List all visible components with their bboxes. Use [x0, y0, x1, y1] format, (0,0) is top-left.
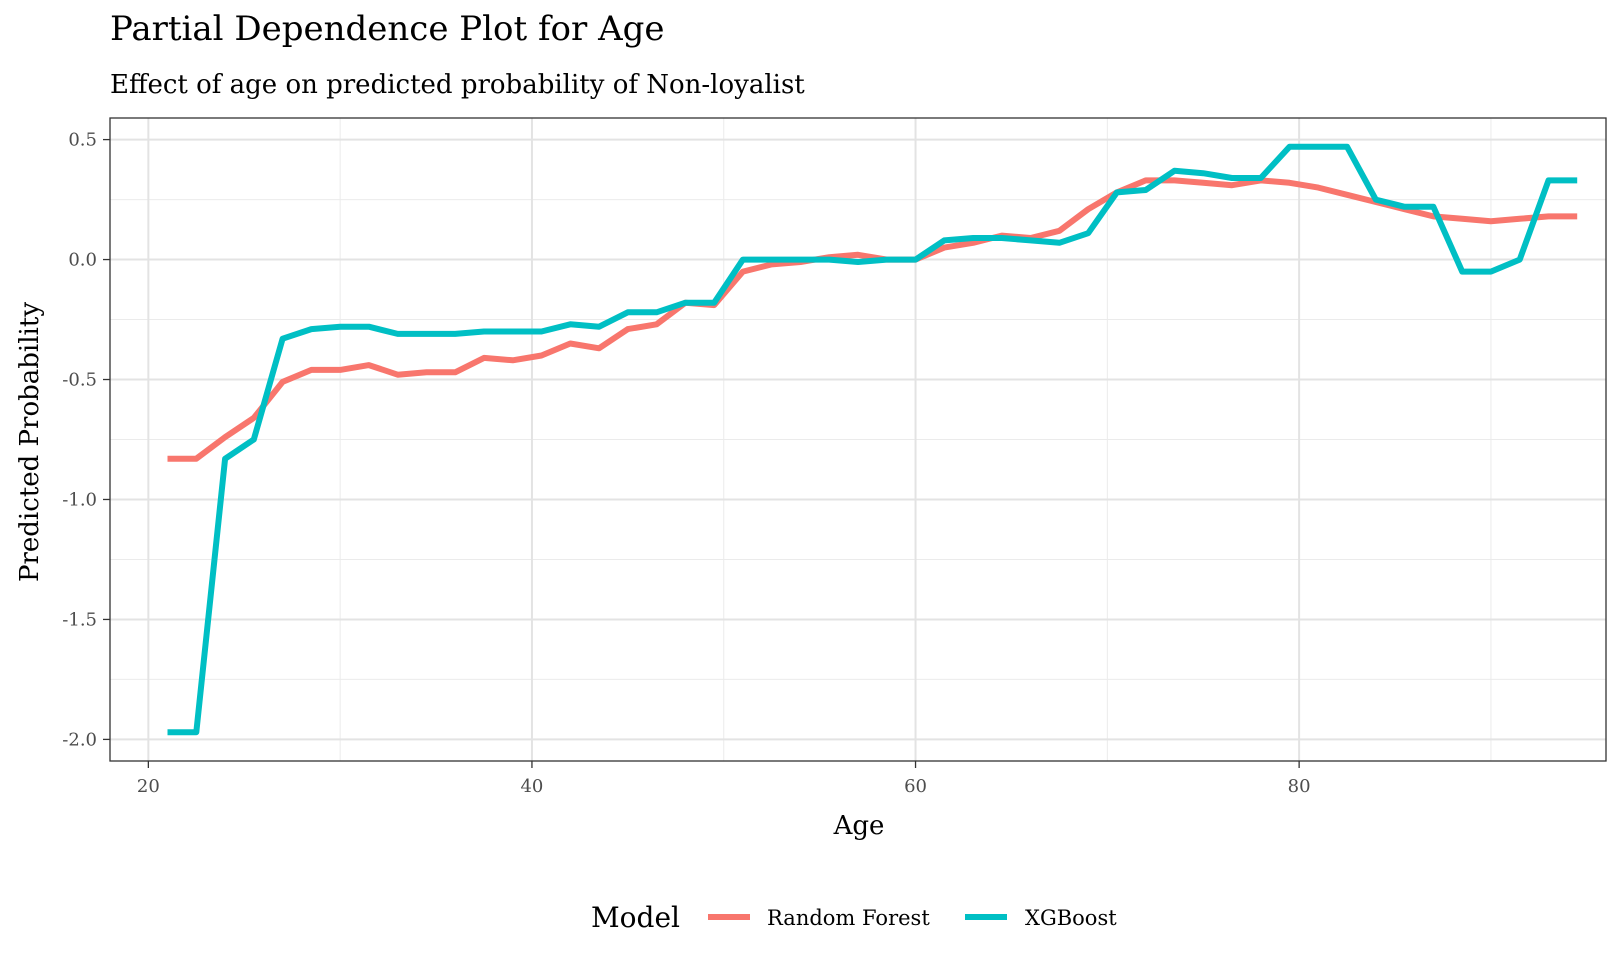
y-axis-title: Predicted Probability	[15, 302, 45, 582]
x-tick-label: 80	[1288, 776, 1311, 797]
series-line-xgboost	[167, 143, 1578, 736]
x-axis: 20 40 60 80	[137, 761, 1311, 797]
x-tick-label: 40	[520, 776, 543, 797]
y-tick-label: 0.5	[68, 130, 97, 151]
y-tick-label: -0.5	[62, 370, 97, 391]
series-line-random-forest	[167, 177, 1578, 462]
legend-title: Model	[591, 901, 680, 934]
legend: Model Random Forest XGBoost	[591, 901, 1117, 934]
x-axis-title: Age	[833, 811, 885, 841]
grid-minor	[110, 118, 1606, 761]
y-tick-label: -1.0	[62, 489, 97, 510]
chart-subtitle: Effect of age on predicted probability o…	[110, 70, 805, 100]
legend-label-xgboost: XGBoost	[1025, 906, 1117, 930]
chart-title: Partial Dependence Plot for Age	[110, 9, 665, 49]
series-layer	[167, 143, 1578, 736]
y-tick-label: 0.0	[68, 250, 97, 271]
y-tick-label: -1.5	[62, 609, 97, 630]
x-tick-label: 20	[137, 776, 160, 797]
x-tick-label: 60	[904, 776, 927, 797]
y-axis: -2.0 -1.5 -1.0 -0.5 0.0 0.5	[62, 130, 110, 750]
plot-frame	[109, 117, 1607, 762]
y-tick-label: -2.0	[62, 729, 97, 750]
legend-label-random-forest: Random Forest	[767, 906, 930, 930]
